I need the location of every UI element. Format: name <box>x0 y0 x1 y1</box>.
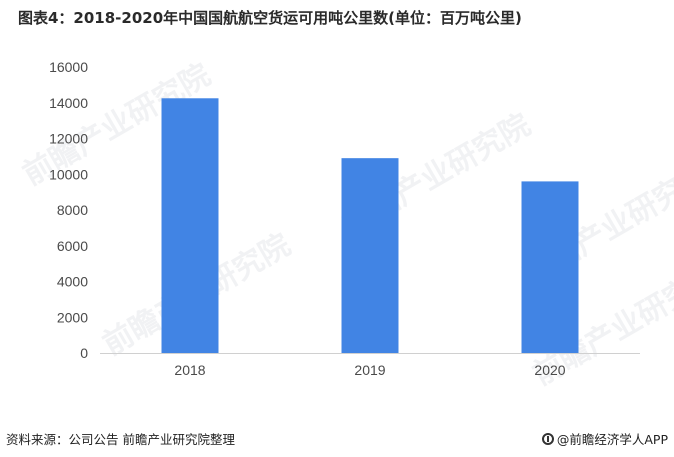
x-tick-labels: 2018 2019 2020 <box>174 362 565 378</box>
brand-logo-icon <box>541 432 554 445</box>
y-tick-label: 6000 <box>57 238 88 254</box>
x-tick-label: 2020 <box>534 362 565 378</box>
bar-2020 <box>521 181 579 353</box>
y-tick-label: 10000 <box>49 166 88 182</box>
bar-2019 <box>341 158 399 353</box>
y-tick-label: 2000 <box>57 309 88 325</box>
bar-2018 <box>161 98 219 353</box>
y-tick-label: 16000 <box>49 59 88 75</box>
x-tick-label: 2018 <box>174 362 205 378</box>
y-tick-label: 14000 <box>49 95 88 111</box>
chart-title: 图表4：2018-2020年中国国航航空货运可用吨公里数(单位：百万吨公里) <box>18 9 522 27</box>
y-tick-label: 4000 <box>57 274 88 290</box>
x-tick-label: 2019 <box>354 362 385 378</box>
y-tick-label: 0 <box>80 345 88 361</box>
source-note: 资料来源：公司公告 前瞻产业研究院整理 <box>6 432 235 447</box>
y-axis: 0 2000 4000 6000 8000 10000 12000 14000 16000 <box>49 59 88 361</box>
brand-credit: @前瞻经济学人APP <box>541 429 668 448</box>
y-tick-label: 8000 <box>57 202 88 218</box>
y-tick-label: 12000 <box>49 131 88 147</box>
brand-credit-text: @前瞻经济学人APP <box>556 432 668 447</box>
bars <box>161 98 579 353</box>
